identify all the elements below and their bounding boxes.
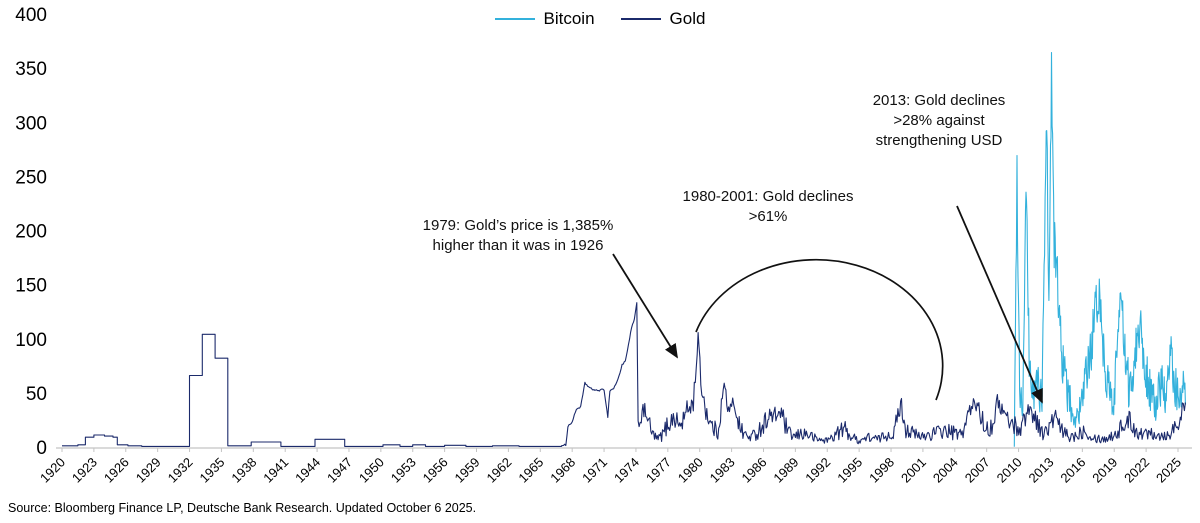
x-tick-label: 2010	[994, 455, 1025, 486]
series-lines	[62, 51, 1186, 447]
x-tick-label: 1974	[611, 455, 642, 486]
x-tick-label: 2004	[930, 455, 961, 486]
x-tick-label: 1923	[69, 455, 100, 486]
x-tick-label: 1968	[547, 455, 578, 486]
legend-item-bitcoin: Bitcoin	[494, 9, 595, 29]
y-tick-label: 400	[15, 5, 47, 26]
x-tick-label: 1983	[707, 455, 738, 486]
x-tick-label: 1938	[228, 455, 259, 486]
bitcoin-line-swatch-icon	[494, 17, 535, 21]
arrow-1979-icon	[612, 253, 678, 359]
y-tick-label: 200	[15, 222, 47, 243]
x-tick-label: 2016	[1057, 455, 1088, 486]
x-tick-label: 1995	[834, 455, 865, 486]
decline-circle-annotation	[695, 258, 944, 401]
x-tick-label: 1941	[260, 455, 291, 486]
x-tick-label: 2001	[898, 455, 929, 486]
x-tick-label: 2025	[1153, 455, 1184, 486]
legend-label-gold: Gold	[669, 9, 706, 28]
x-tick-label: 1980	[675, 455, 706, 486]
x-tick-label: 1965	[515, 455, 546, 486]
x-tick-label: 2013	[1026, 455, 1057, 486]
series-line-gold	[62, 302, 1186, 447]
y-tick-label: 250	[15, 167, 47, 188]
annotation-1980-2001: 1980-2001: Gold declines >61%	[682, 188, 854, 225]
x-tick-label: 1929	[133, 455, 164, 486]
x-tick-label: 2007	[962, 455, 993, 486]
x-tick-label: 1992	[802, 455, 833, 486]
y-tick-label: 350	[15, 59, 47, 80]
x-tick-label: 1956	[420, 455, 451, 486]
x-tick-label: 1986	[739, 455, 770, 486]
annotation-1979: 1979: Gold’s price is 1,385% higher than…	[422, 217, 614, 254]
y-tick-label: 50	[26, 384, 47, 405]
x-tick-label: 1989	[770, 455, 801, 486]
x-tick-label: 1947	[324, 455, 355, 486]
x-tick-label: 1950	[356, 455, 387, 486]
arrow-2013-icon	[956, 205, 1043, 404]
y-tick-label: 150	[15, 276, 47, 297]
x-tick-label: 1971	[579, 455, 610, 486]
x-tick-label: 1953	[388, 455, 419, 486]
y-tick-label: 300	[15, 113, 47, 134]
source-note: Source: Bloomberg Finance LP, Deutsche B…	[8, 501, 477, 515]
x-tick-label: 1962	[483, 455, 514, 486]
gold-line-swatch-icon	[620, 17, 661, 21]
annotation-marks	[612, 205, 1043, 404]
y-tick-label: 0	[36, 438, 47, 459]
legend: Bitcoin Gold	[0, 9, 1200, 29]
x-tick-label: 2022	[1121, 455, 1152, 486]
legend-label-bitcoin: Bitcoin	[543, 9, 595, 28]
x-tick-label: 1926	[101, 455, 132, 486]
x-tick-label: 1944	[292, 455, 323, 486]
x-tick-label: 1932	[165, 455, 196, 486]
x-axis-ticks: 1920 1923 1926 1929 1932 1935 1938 1941 1944 1947…	[37, 448, 1184, 486]
x-tick-label: 1935	[196, 455, 227, 486]
annotation-2013: 2013: Gold declines >28% against strengt…	[872, 92, 1006, 149]
x-tick-label: 1959	[452, 455, 483, 486]
x-tick-label: 1977	[643, 455, 674, 486]
series-line-bitcoin	[1013, 51, 1186, 447]
y-axis-labels: 0 50 100 150 200 250 300 350 400	[15, 5, 47, 459]
x-tick-label: 1920	[37, 455, 68, 486]
x-tick-label: 2019	[1089, 455, 1120, 486]
y-tick-label: 100	[15, 330, 47, 351]
legend-item-gold: Gold	[620, 9, 706, 29]
x-tick-label: 1998	[866, 455, 897, 486]
